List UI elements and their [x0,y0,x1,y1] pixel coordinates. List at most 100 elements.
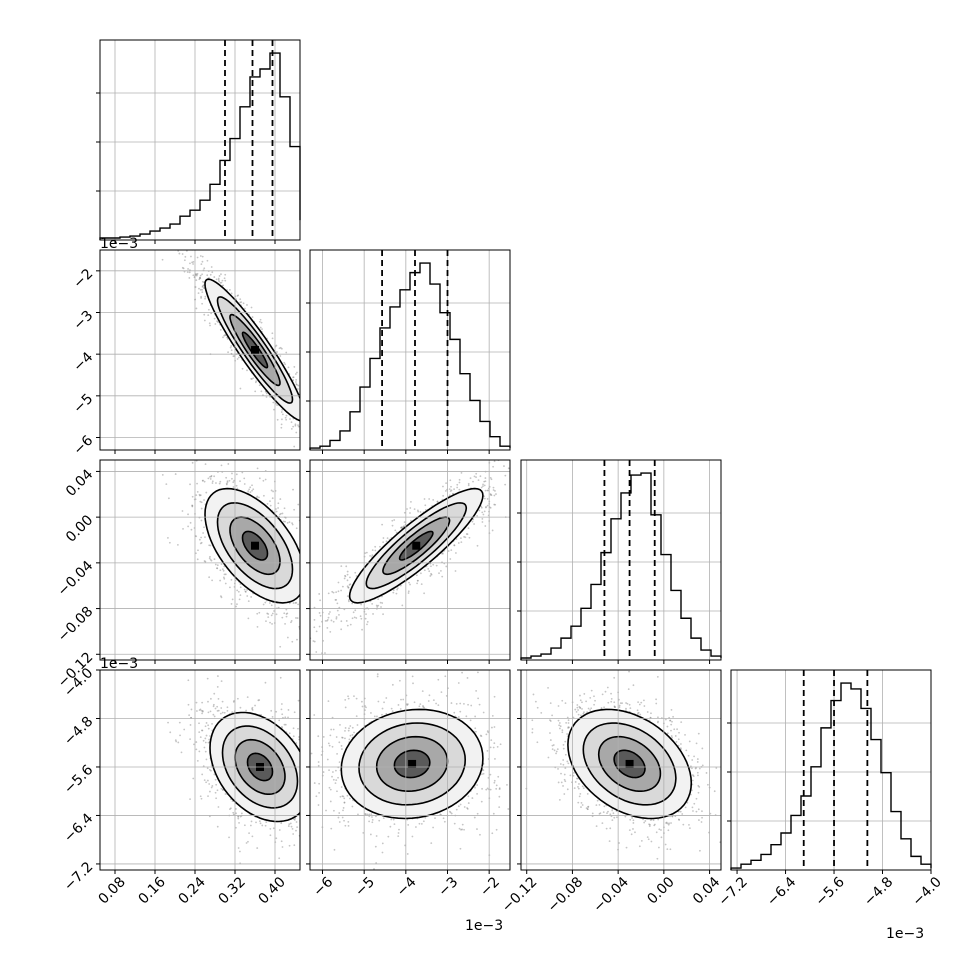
sample-point [338,606,341,609]
sample-point [260,321,263,324]
sample-point [210,475,213,478]
sample-point [240,301,243,304]
contour-line [229,313,281,387]
sample-point [454,570,457,572]
sample-point [236,358,239,360]
sample-point [482,485,484,488]
sample-point [485,505,487,508]
sample-point [209,476,211,478]
sample-point [292,376,295,379]
sample-point [198,276,201,279]
sample-point [301,584,303,586]
sample-point [481,511,484,514]
sample-point [315,604,317,606]
sample-point [314,420,316,422]
sample-point [239,480,241,483]
sample-point [346,570,349,573]
sample-point [314,569,316,571]
sample-point [320,810,322,812]
sample-point [305,823,307,825]
sample-point [209,451,211,453]
sample-point [236,589,239,592]
sample-point [226,337,229,340]
sample-point [272,490,274,493]
sample-point [196,558,199,561]
sample-point [276,418,279,421]
sample-point [340,565,343,568]
sample-point [307,611,309,613]
sample-point [326,440,328,442]
sample-point [290,621,292,624]
sample-point [199,274,202,277]
sample-point [307,790,309,792]
sample-point [410,519,412,522]
sample-point [301,406,303,408]
sample-point [280,423,283,426]
sample-point [311,773,313,775]
sample-point [343,577,346,580]
sample-point [295,379,298,381]
sample-point [286,521,289,524]
sample-point [337,581,340,584]
sample-point [213,558,216,561]
sample-point [184,255,187,258]
sample-point [247,617,250,620]
sample-point [281,713,284,716]
sample-point [250,306,253,309]
sample-point [213,475,216,478]
sample-point [366,621,369,623]
sample-point [283,361,286,364]
sample-point [374,549,377,552]
sample-point [302,668,304,670]
sample-point [275,344,278,347]
sample-point [239,298,242,301]
sample-point [244,307,246,310]
sample-point [318,601,320,603]
sample-point [190,528,193,531]
sample-point [403,521,406,524]
sample-point [252,377,255,380]
sample-point [472,480,474,483]
sample-point [230,345,233,347]
sample-point [262,494,265,497]
sample-point [458,488,461,491]
sample-point [313,626,316,629]
contour-line [229,516,281,576]
sample-point [230,292,233,295]
sample-point [287,656,289,658]
sample-point [259,326,262,329]
sample-point [319,435,321,437]
sample-point [182,267,185,270]
sample-point [323,442,325,444]
sample-point [284,520,286,523]
sample-point [239,594,242,597]
sample-point [195,273,198,276]
sample-point [262,479,265,482]
sample-point [504,474,507,477]
sample-point [176,543,179,546]
sample-point [302,562,304,564]
sample-point [239,586,242,589]
sample-point [338,462,340,464]
sample-point [364,552,367,555]
sample-point [306,606,308,608]
sample-point [191,505,194,508]
sample-point [195,247,197,249]
sample-point [489,493,492,495]
sample-point [303,409,305,411]
sample-point [272,401,275,404]
sample-point [301,602,303,604]
sample-point [420,583,423,585]
sample-point [334,465,336,467]
sample-point [219,595,222,597]
sample-point [227,351,229,354]
sample-point [345,565,348,568]
contour-line [398,530,434,561]
sample-point [304,616,306,618]
sample-point [318,437,320,439]
sample-point [251,378,253,380]
sample-point [472,518,475,521]
sample-point [400,526,402,529]
sample-point [258,477,261,480]
sample-point [344,575,347,578]
